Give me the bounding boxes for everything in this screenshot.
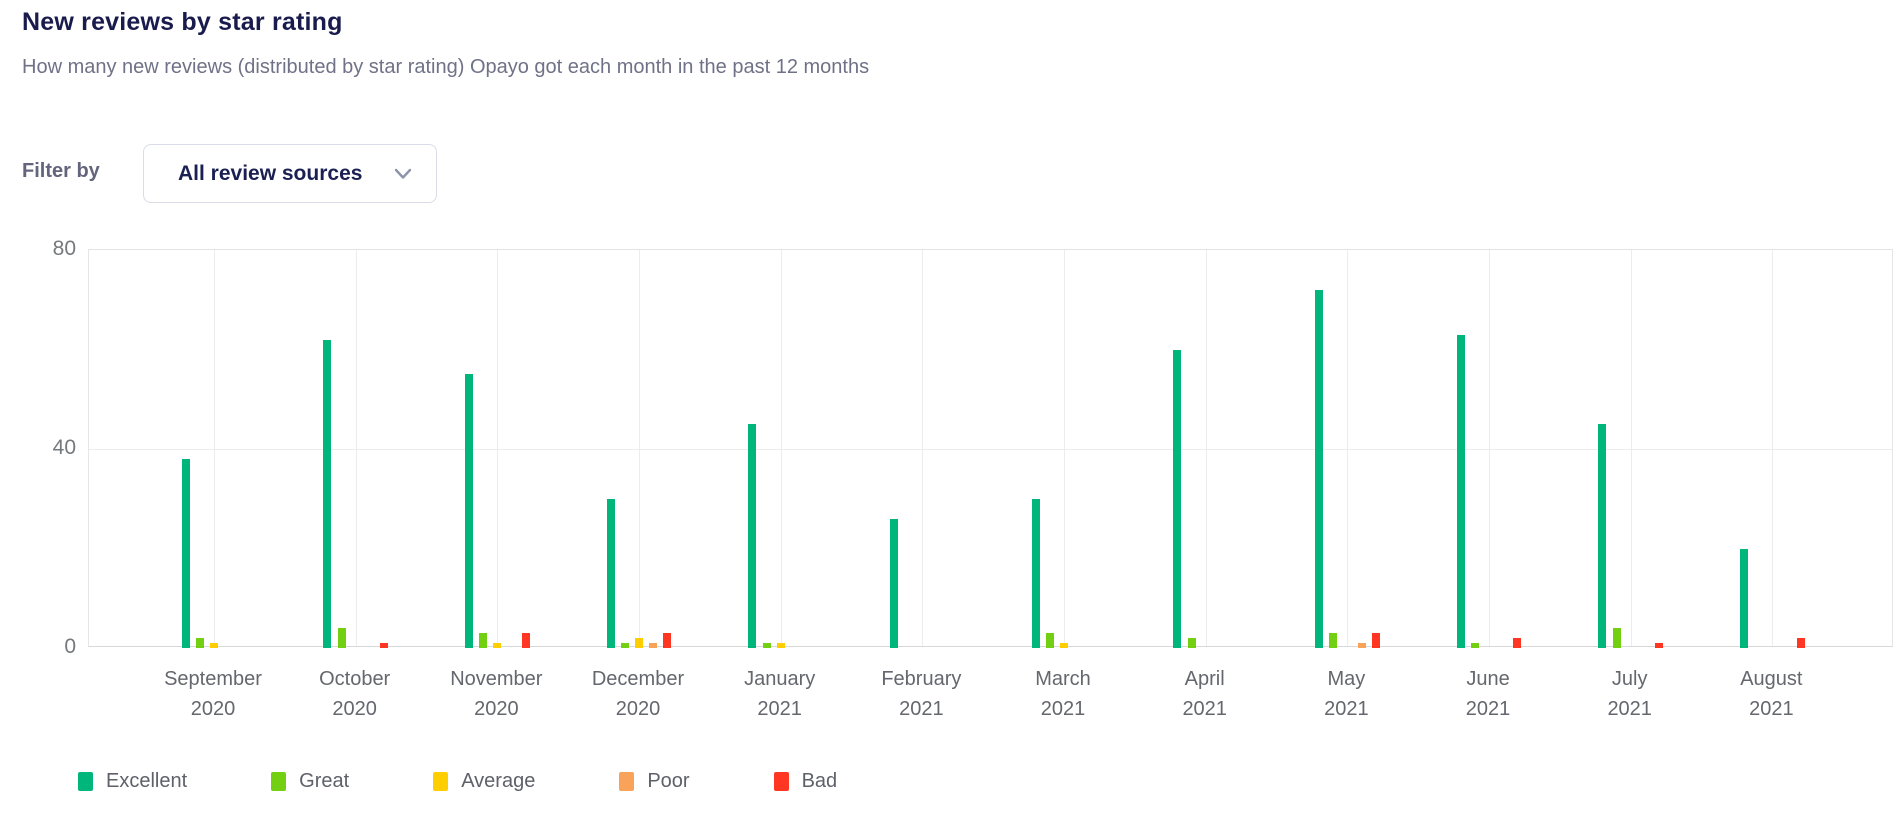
bar-average-september[interactable]: [210, 643, 218, 648]
bar-excellent-september[interactable]: [181, 458, 190, 648]
legend-label: Poor: [647, 770, 690, 792]
bar-poor-may[interactable]: [1357, 643, 1366, 648]
bar-great-september[interactable]: [195, 638, 204, 648]
vertical-gridline: [780, 250, 782, 646]
y-axis-tick-label: 0: [64, 635, 76, 658]
x-axis-label-july: July 2021: [1607, 668, 1652, 720]
bar-excellent-june[interactable]: [1456, 334, 1465, 648]
x-axis-labels: September 2020 October 2020 November 2020 Dece…: [88, 664, 1893, 734]
bar-bad-may[interactable]: [1371, 633, 1380, 648]
legend-label: Bad: [801, 770, 838, 792]
x-axis-label-april: April 2021: [1182, 668, 1227, 720]
legend-label: Great: [299, 770, 350, 792]
page-subtitle: How many new reviews (distributed by sta…: [22, 56, 870, 78]
bar-great-may[interactable]: [1329, 633, 1338, 648]
vertical-gridline: [214, 250, 215, 646]
plot-area: [88, 249, 1893, 648]
bar-excellent-january[interactable]: [748, 424, 757, 648]
vertical-gridline: [355, 250, 357, 646]
bar-poor-december[interactable]: [649, 643, 658, 648]
vertical-gridline: [497, 250, 499, 646]
vertical-gridline: [1064, 250, 1066, 646]
x-axis-label-august: August 2021: [1740, 668, 1803, 720]
x-axis-label-november: November 2020: [450, 668, 543, 720]
bar-great-june[interactable]: [1470, 643, 1479, 648]
x-axis-label-may: May 2021: [1324, 668, 1369, 720]
bar-excellent-february[interactable]: [890, 518, 898, 648]
x-axis-label-october: October 2020: [319, 668, 391, 720]
vertical-gridline: [1205, 250, 1207, 646]
bar-great-december[interactable]: [620, 643, 629, 648]
bar-bad-july[interactable]: [1655, 643, 1664, 648]
legend-swatch-great: [271, 772, 287, 791]
vertical-gridline: [1772, 250, 1774, 646]
bar-bad-october[interactable]: [380, 643, 388, 648]
bar-great-march[interactable]: [1045, 633, 1054, 648]
vertical-gridline: [639, 250, 640, 646]
review-source-dropdown-value: All review sources: [178, 161, 363, 185]
bar-excellent-october[interactable]: [323, 339, 332, 648]
x-axis-label-january: January 2021: [744, 668, 816, 720]
bar-excellent-december[interactable]: [606, 498, 615, 648]
legend-swatch-poor: [619, 772, 635, 791]
bar-excellent-may[interactable]: [1315, 289, 1324, 648]
bar-average-january[interactable]: [776, 643, 785, 648]
page-title: New reviews by star rating: [22, 8, 343, 36]
x-axis-label-june: June 2021: [1465, 668, 1511, 720]
chart-legend: Excellent Great Average Poor Bad: [78, 770, 921, 793]
vertical-gridline: [1630, 250, 1632, 646]
x-axis-label-march: March 2021: [1035, 668, 1091, 720]
bar-bad-december[interactable]: [663, 633, 672, 648]
legend-swatch-excellent: [78, 772, 93, 791]
legend-item-great[interactable]: Great: [271, 770, 349, 793]
legend-label: Excellent: [106, 770, 188, 792]
x-axis-label-february: February 2021: [881, 668, 962, 720]
bar-great-july[interactable]: [1612, 628, 1621, 648]
filter-by-label: Filter by: [22, 160, 100, 182]
bar-great-january[interactable]: [762, 643, 771, 648]
bar-excellent-august[interactable]: [1740, 548, 1749, 648]
bar-bad-august[interactable]: [1796, 638, 1805, 648]
review-source-dropdown[interactable]: All review sources: [143, 144, 437, 203]
legend-swatch-bad: [773, 772, 789, 791]
vertical-gridline: [922, 250, 924, 646]
legend-item-average[interactable]: Average: [433, 770, 535, 793]
legend-item-excellent[interactable]: Excellent: [78, 770, 187, 793]
legend-item-bad[interactable]: Bad: [773, 770, 838, 793]
bar-excellent-march[interactable]: [1031, 498, 1040, 648]
bar-excellent-april[interactable]: [1173, 349, 1182, 648]
bar-great-november[interactable]: [479, 633, 488, 648]
bar-bad-june[interactable]: [1513, 638, 1522, 648]
legend-item-poor[interactable]: Poor: [619, 770, 690, 793]
legend-label: Average: [461, 770, 536, 792]
legend-swatch-average: [433, 772, 449, 791]
bar-average-december[interactable]: [635, 638, 643, 648]
bar-bad-november[interactable]: [521, 633, 530, 648]
y-axis-tick-label: 40: [52, 436, 76, 459]
x-axis-label-september: September 2020: [164, 668, 262, 720]
chevron-down-icon: [394, 168, 412, 179]
bar-average-november[interactable]: [493, 643, 502, 648]
horizontal-gridline: [89, 449, 1892, 450]
bar-excellent-july[interactable]: [1598, 424, 1607, 648]
vertical-gridline: [1489, 250, 1491, 646]
x-axis-label-december: December 2020: [591, 668, 685, 720]
bar-average-march[interactable]: [1060, 643, 1069, 648]
bar-great-october[interactable]: [337, 628, 346, 648]
y-axis-tick-label: 80: [52, 237, 76, 260]
vertical-gridline: [1347, 250, 1349, 646]
bar-great-april[interactable]: [1187, 638, 1196, 648]
bar-excellent-november[interactable]: [465, 374, 473, 648]
